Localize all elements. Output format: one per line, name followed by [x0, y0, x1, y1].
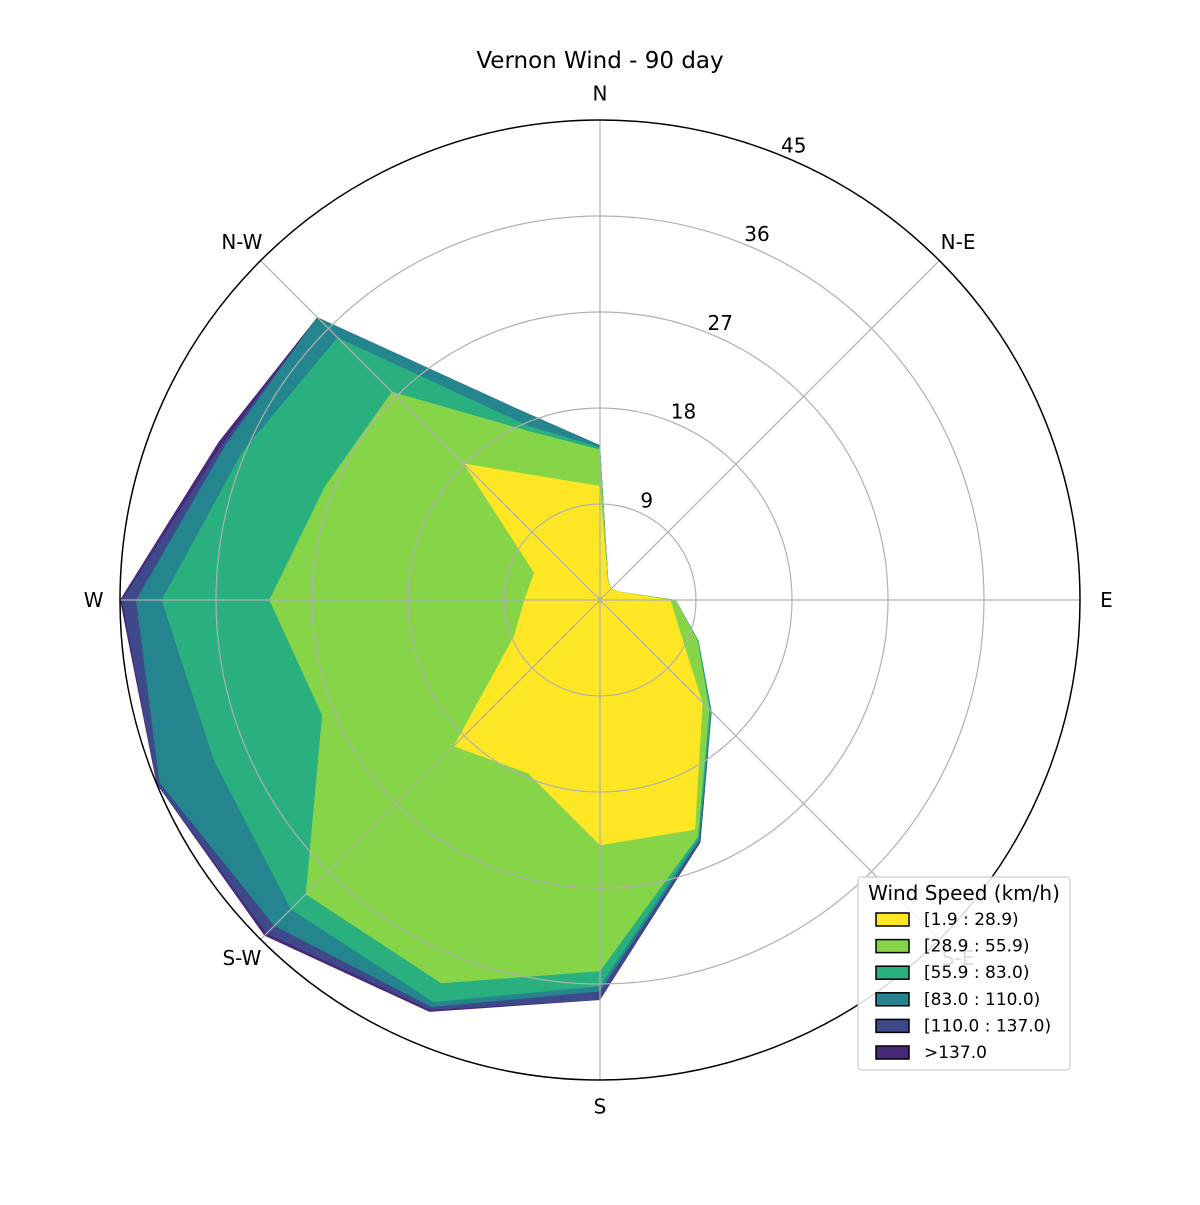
legend-swatch-5 [875, 1045, 910, 1060]
legend-label-3: [83.0 : 110.0) [924, 990, 1040, 1010]
legend-swatch-2 [875, 965, 910, 980]
polar-grid [120, 120, 1080, 1080]
direction-label-s-w: S-W [222, 946, 261, 970]
legend-label-1: [28.9 : 55.9) [924, 937, 1030, 957]
radial-tick-9: 9 [640, 488, 653, 512]
wind-speed-areas [120, 317, 712, 1012]
legend-swatch-0 [875, 912, 910, 927]
radial-tick-labels: 9 18 27 36 45 [640, 134, 806, 513]
direction-label-n-w: N-W [221, 230, 262, 254]
direction-label-w: W [84, 588, 104, 612]
grid-spoke-s-w [260, 599, 601, 940]
legend-box [857, 876, 1071, 1071]
direction-label-n: N [593, 82, 608, 106]
legend-swatch-3 [875, 992, 910, 1007]
direction-label-e: E [1100, 588, 1113, 612]
legend: Wind Speed (km/h) [1.9 : 28.9) [28.9 : 55… [857, 876, 1071, 1071]
chart-title: Vernon Wind - 90 day [476, 48, 723, 74]
grid-spoke-n-e [599, 260, 940, 601]
legend-label-5: >137.0 [924, 1043, 987, 1063]
radial-tick-27: 27 [707, 311, 732, 335]
legend-label-2: [55.9 : 83.0) [924, 963, 1030, 983]
direction-label-n-e: N-E [941, 230, 976, 254]
legend-label-0: [1.9 : 28.9) [924, 910, 1019, 930]
legend-swatch-4 [875, 1018, 910, 1034]
radial-tick-36: 36 [744, 222, 769, 246]
grid-spoke-n-w [260, 260, 601, 601]
radial-tick-18: 18 [671, 400, 696, 424]
outer-frame [119, 119, 1081, 1081]
legend-items: [1.9 : 28.9) [28.9 : 55.9) [55.9 : 83.0) [8… [875, 910, 1051, 1063]
radial-tick-45: 45 [781, 134, 806, 158]
legend-label-4: [110.0 : 137.0) [924, 1016, 1051, 1036]
legend-swatch-1 [875, 938, 910, 954]
direction-label-s: S [594, 1094, 607, 1118]
legend-title: Wind Speed (km/h) [868, 881, 1060, 905]
area-series-0 [453, 463, 703, 846]
